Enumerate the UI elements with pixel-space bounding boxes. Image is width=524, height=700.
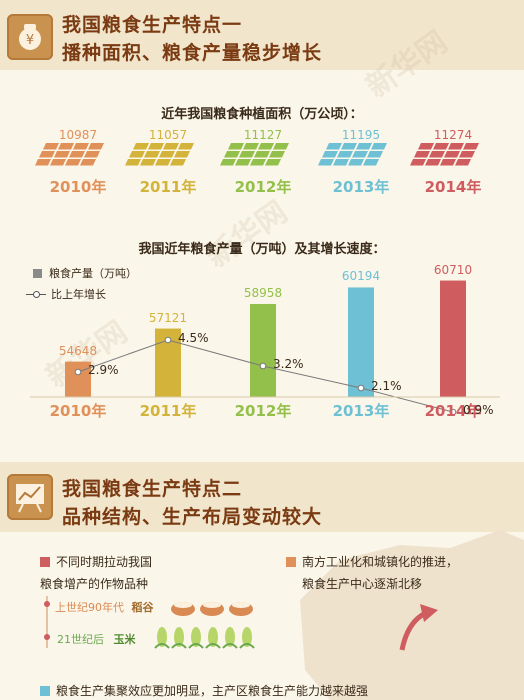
area-value-label: 10987 (58, 128, 98, 142)
production-year-label: 2013年 (332, 402, 390, 420)
production-value-label: 54648 (58, 343, 98, 358)
area-value-label: 11127 (243, 128, 283, 142)
area-year-label: 2014年 (424, 178, 482, 196)
era1-text: 上世纪90年代 (55, 601, 124, 614)
corn-leaf (154, 643, 170, 649)
area-tile-block-2014年 (410, 143, 479, 166)
production-bar (65, 361, 91, 397)
crop1-label: 稻谷 (131, 601, 154, 614)
chart-board-icon (7, 474, 53, 520)
bottom-line-text: 粮食生产集聚效应更加明显，主产区粮食生产能力越来越强 (56, 684, 369, 698)
crop2-label: 玉米 (113, 633, 136, 646)
legend-line-icon (26, 290, 46, 299)
area-year-label: 2010年 (49, 178, 107, 196)
area-chart-title: 近年我国粮食种植面积（万公顷）： (161, 107, 363, 122)
area-tile-block-2011年 (125, 143, 194, 166)
era2-text: 21世纪后 (57, 633, 104, 646)
corn-icon (225, 627, 235, 647)
corn-icon (174, 627, 184, 647)
production-year-label: 2011年 (139, 402, 197, 420)
growth-point (449, 408, 457, 416)
production-chart (30, 280, 500, 416)
legend-square-icon (33, 269, 42, 278)
corn-icon (191, 627, 201, 647)
growth-point (259, 362, 267, 370)
production-chart-title: 我国近年粮食产量（万吨）及其增长速度： (138, 242, 386, 257)
orange-square-icon (286, 557, 296, 567)
blue-square-icon (40, 686, 50, 696)
corn-leaf (171, 643, 187, 649)
area-tile-block-2013年 (318, 143, 387, 166)
area-value-label: 11057 (148, 128, 188, 142)
section2-title: 我国粮食生产特点二 (62, 478, 243, 500)
growth-rate-label: 2.9% (88, 363, 119, 377)
era1-label: 上世纪90年代 稻谷 (55, 599, 154, 615)
growth-rate-label: 2.1% (371, 379, 402, 393)
production-year-label: 2010年 (49, 402, 107, 420)
production-value-label: 58958 (243, 285, 283, 300)
corn-leaf (239, 643, 255, 649)
era2-label: 21世纪后 玉米 (57, 631, 136, 647)
growth-point (357, 384, 365, 392)
point-left-line2: 粮食增产的作物品种 (40, 577, 149, 591)
growth-point (74, 368, 82, 376)
area-value-label: 11274 (433, 128, 473, 142)
svg-text:¥: ¥ (26, 33, 34, 48)
area-value-label: 11195 (341, 128, 381, 142)
corn-leaf (222, 643, 238, 649)
legend-bar-label: 粮食产量（万吨） (49, 267, 137, 280)
production-bar (440, 280, 466, 397)
left-line1-text: 不同时期拉动我国 (56, 555, 153, 569)
right-line1-text: 南方工业化和城镇化的推进， (302, 555, 459, 569)
production-bar (348, 287, 374, 397)
legend-bars: 粮食产量（万吨） (33, 265, 137, 281)
corn-icon (208, 627, 218, 647)
production-year-label: 2014年 (424, 402, 482, 420)
production-year-label: 2012年 (234, 402, 292, 420)
area-tiles (35, 143, 479, 166)
legend-line-label: 比上年增长 (51, 288, 106, 301)
legend-line: 比上年增长 (26, 286, 106, 302)
area-tile-block-2012年 (220, 143, 289, 166)
growth-rate-label: 0.9% (463, 403, 494, 417)
production-value-label: 60710 (433, 262, 473, 277)
section1-subtitle: 播种面积、粮食产量稳步增长 (62, 42, 323, 64)
point-right-line1: 南方工业化和城镇化的推进， (286, 553, 458, 570)
growth-point (164, 336, 172, 344)
area-year-label: 2012年 (234, 178, 292, 196)
red-square-icon (40, 557, 50, 567)
point-left-line1: 不同时期拉动我国 (40, 553, 152, 570)
corn-leaf (205, 643, 221, 649)
area-tile-block-2010年 (35, 143, 104, 166)
growth-rate-label: 4.5% (178, 331, 209, 345)
growth-rate-label: 3.2% (273, 357, 304, 371)
point-right-line2: 粮食生产中心逐渐北移 (302, 577, 423, 591)
area-year-label: 2013年 (332, 178, 390, 196)
corn-leaf (188, 643, 204, 649)
point-bottom: 粮食生产集聚效应更加明显，主产区粮食生产能力越来越强 (40, 682, 368, 699)
production-value-label: 60194 (341, 269, 381, 284)
production-value-label: 57121 (148, 310, 188, 325)
production-bar (250, 303, 276, 397)
section1-header: ¥ 我国粮食生产特点一 播种面积、粮食产量稳步增长 (0, 0, 524, 70)
section2-header: 我国粮食生产特点二 品种结构、生产布局变动较大 (0, 462, 524, 532)
grain-bag-icon: ¥ (7, 14, 53, 60)
section2-subtitle: 品种结构、生产布局变动较大 (62, 506, 323, 528)
section1-title: 我国粮食生产特点一 (62, 14, 243, 36)
area-year-label: 2011年 (139, 178, 197, 196)
corn-icon (157, 627, 167, 647)
corn-icon (242, 627, 252, 647)
